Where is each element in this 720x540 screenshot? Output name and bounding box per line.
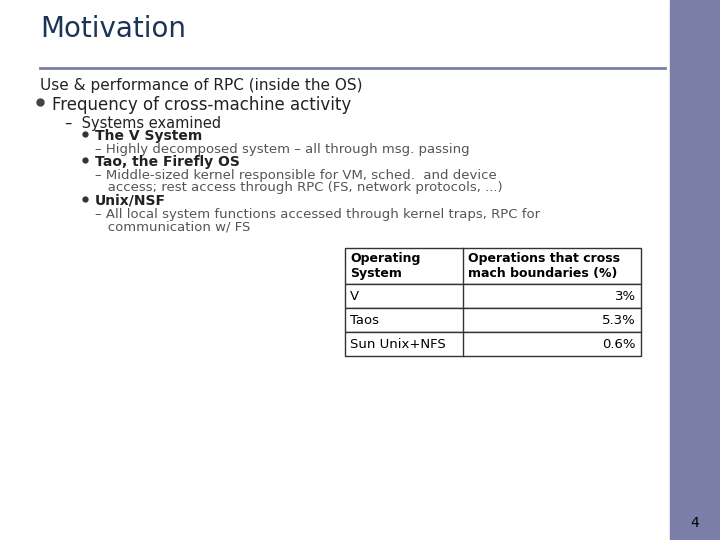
Text: – Middle-sized kernel responsible for VM, sched.  and device: – Middle-sized kernel responsible for VM… [95, 169, 497, 182]
Text: access; rest access through RPC (FS, network protocols, ...): access; rest access through RPC (FS, net… [95, 181, 503, 194]
Text: communication w/ FS: communication w/ FS [95, 220, 251, 233]
Text: The V System: The V System [95, 129, 202, 143]
Bar [670, 0, 720, 540]
Text: –  Systems examined: – Systems examined [65, 116, 221, 131]
Text: V: V [350, 289, 359, 302]
Text: Motivation: Motivation [40, 15, 186, 43]
Text: – Highly decomposed system – all through msg. passing: – Highly decomposed system – all through… [95, 143, 469, 156]
Bar [345, 284, 641, 308]
Text: Operations that cross
mach boundaries (%): Operations that cross mach boundaries (%… [468, 252, 620, 280]
Text: Tao, the Firefly OS: Tao, the Firefly OS [95, 155, 240, 169]
Text: 5.3%: 5.3% [602, 314, 636, 327]
Text: 3%: 3% [615, 289, 636, 302]
Bar [345, 248, 641, 284]
Text: Sun Unix+NFS: Sun Unix+NFS [350, 338, 446, 350]
Text: Use & performance of RPC (inside the OS): Use & performance of RPC (inside the OS) [40, 78, 362, 93]
Bar [345, 308, 641, 332]
Bar [345, 332, 641, 356]
Text: Unix/NSF: Unix/NSF [95, 194, 166, 208]
Text: Taos: Taos [350, 314, 379, 327]
Text: Operating
System: Operating System [350, 252, 420, 280]
Text: 4: 4 [690, 516, 699, 530]
Text: – All local system functions accessed through kernel traps, RPC for: – All local system functions accessed th… [95, 208, 540, 221]
Text: Frequency of cross-machine activity: Frequency of cross-machine activity [52, 96, 351, 114]
Text: 0.6%: 0.6% [603, 338, 636, 350]
